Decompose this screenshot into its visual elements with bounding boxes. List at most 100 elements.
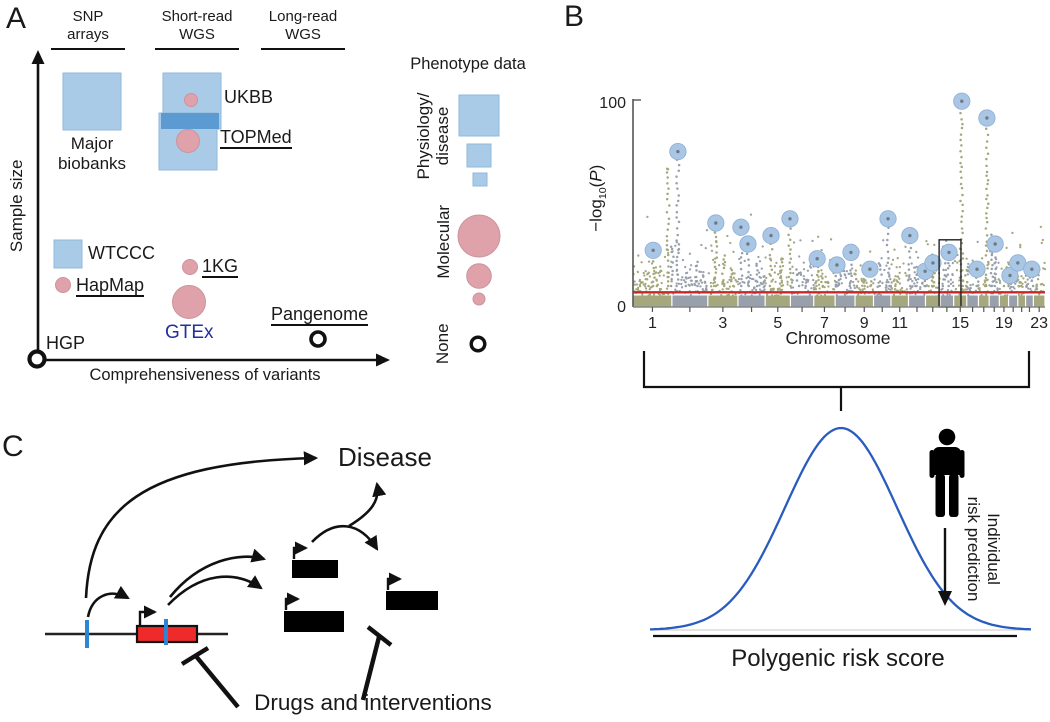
chromosome-band — [891, 295, 908, 307]
lead-snp-center-dot — [908, 233, 912, 238]
panel-b-label: B — [564, 0, 585, 33]
chromosome-band — [765, 295, 790, 307]
hapmap-label: HapMap — [76, 275, 145, 297]
lead-snp-center-dot — [746, 242, 750, 246]
chromosome-band — [940, 295, 954, 307]
chromosome-tick-label: 1 — [648, 315, 657, 332]
person-icon — [929, 428, 965, 517]
column-header-long-read-wgs: Long-read WGS — [261, 8, 345, 50]
chromosome-band — [708, 295, 738, 307]
downstream-gene1-promoter-arrow — [292, 541, 308, 559]
hgp-label: HGP — [46, 333, 86, 353]
bracket — [642, 351, 1031, 389]
y-tick-label: 0 — [617, 299, 626, 316]
chromosome-band — [909, 295, 925, 307]
gene-to-disease-arc — [84, 451, 319, 599]
column-header-short-read-wgs: Short-read WGS — [155, 8, 239, 50]
chromosome-tick-label: 3 — [718, 315, 727, 332]
legend-none-label: None — [433, 323, 453, 365]
ylabel-p: P — [586, 170, 606, 182]
panel-a-label: A — [6, 2, 27, 35]
lead-snp-center-dot — [868, 267, 872, 271]
lead-snp-center-dot — [886, 217, 890, 221]
chromosome-band — [999, 295, 1008, 307]
lead-snp-center-dot — [975, 267, 979, 271]
lead-snp-center-dot — [960, 99, 964, 103]
lead-snp-center-dot — [849, 250, 853, 255]
prs-axis-label: Polygenic risk score — [731, 645, 945, 672]
gene3-to-disease-arc — [348, 481, 387, 528]
ylabel-sub: 10 — [597, 187, 610, 200]
legend-molecular-circle-large — [457, 214, 501, 258]
drugs-interventions-label: Drugs and interventions — [254, 690, 492, 715]
hgp-circle — [27, 349, 47, 369]
gtex-label: GTEx — [165, 322, 214, 343]
1kg-label: 1KG — [202, 256, 239, 278]
topmed-molecular-circle — [176, 129, 200, 153]
chromosome-band — [954, 295, 967, 307]
comprehensiveness-axis-label: Comprehensiveness of variants — [89, 366, 321, 384]
inhibitor-bar-1 — [180, 646, 210, 666]
chromosome-tick-label: 11 — [891, 315, 908, 332]
chromosome-band — [874, 295, 891, 307]
chromosome-band — [1026, 295, 1033, 307]
chromosome-tick-label: 19 — [995, 315, 1013, 332]
lead-snp-center-dot — [769, 233, 773, 238]
ukbb-label: UKBB — [224, 87, 274, 107]
risk-gene-promoter-arrow — [138, 605, 157, 626]
chromosome-band — [672, 295, 708, 307]
lead-snp-center-dot — [1016, 261, 1020, 265]
lead-snp-center-dot — [1008, 273, 1012, 278]
chromosome-band — [967, 295, 978, 307]
chromosome-band — [979, 295, 989, 307]
annotation-line2: risk prediction — [964, 496, 983, 602]
ukbb-topmed-overlap-band — [161, 113, 219, 129]
wtccc-square — [53, 239, 83, 269]
major-biobanks-label: Major biobanks — [57, 134, 127, 173]
chromosome-bands — [633, 295, 1045, 307]
hapmap-circle — [55, 277, 71, 293]
prs-distribution-curve — [649, 426, 1032, 631]
legend-physiology-square-small — [472, 172, 488, 187]
chromosome-band — [1018, 295, 1025, 307]
inhibitor-bar-2 — [366, 625, 393, 647]
individual-risk-annotation: Individual risk prediction — [963, 487, 1003, 611]
lead-snp-center-dot — [835, 263, 839, 267]
ylabel-paren-close: ) — [586, 164, 606, 171]
gene-to-target1-arc — [168, 548, 267, 598]
variant-to-promoter-arc — [86, 585, 130, 618]
downstream-gene3-box — [386, 591, 438, 610]
legend-none-circle — [469, 335, 487, 353]
chromosome-band — [814, 295, 835, 307]
topmed-label: TOPMed — [220, 127, 292, 149]
legend-molecular-circle-medium — [466, 263, 492, 289]
major-biobanks-square — [62, 72, 122, 131]
lead-snp-center-dot — [993, 242, 997, 246]
lead-snp-center-dot — [651, 248, 655, 252]
legend-physiology-square-medium — [466, 143, 492, 168]
phenotype-legend-title: Phenotype data — [410, 55, 526, 73]
lead-snp-center-dot — [815, 257, 819, 261]
annotation-line1: Individual — [984, 513, 1003, 585]
chromosome-band — [835, 295, 855, 307]
downstream-gene1-box — [292, 560, 338, 578]
chromosome-tick-label: 23 — [1030, 315, 1048, 332]
1kg-circle — [182, 259, 198, 275]
pangenome-label: Pangenome — [271, 304, 369, 326]
y-axis-arrowhead-icon — [31, 50, 45, 64]
legend-molecular-label: Molecular — [434, 204, 454, 279]
chromosome-band — [926, 295, 940, 307]
panel-a-diagram — [27, 50, 501, 369]
legend-physiology-label: Physiology/ disease — [414, 92, 452, 180]
chromosome-tick-label: 7 — [820, 315, 829, 332]
chromosome-band — [633, 295, 672, 307]
downstream-gene2-box — [284, 611, 344, 632]
chromosome-tick-label: 5 — [773, 315, 782, 332]
chromosome-band — [791, 295, 814, 307]
chromosome-band — [738, 295, 765, 307]
downstream-gene3-promoter-arrow — [386, 572, 402, 590]
wtccc-label: WTCCC — [88, 243, 155, 263]
lead-snp-center-dot — [739, 225, 743, 229]
lead-snp-center-dot — [714, 221, 718, 225]
